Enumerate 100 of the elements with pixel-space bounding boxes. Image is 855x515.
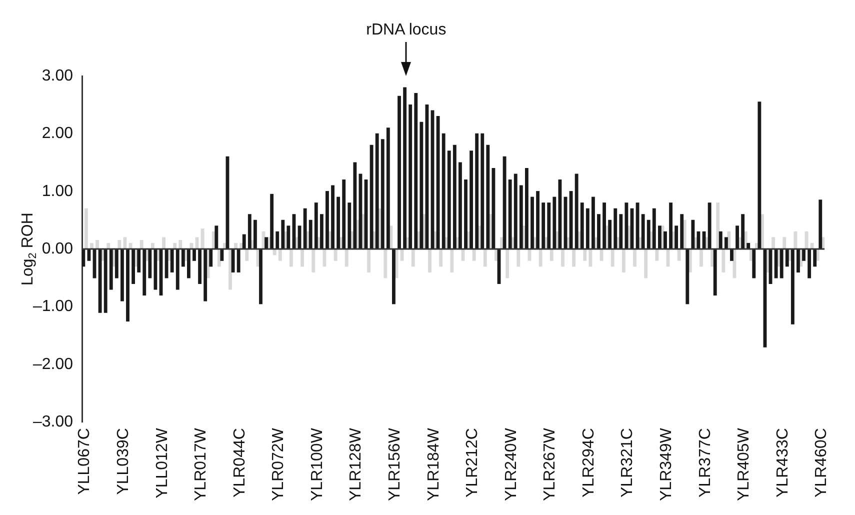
bar	[386, 128, 390, 250]
bar	[674, 226, 678, 250]
bar	[708, 202, 712, 250]
bar	[126, 248, 130, 322]
bar	[104, 248, 108, 313]
bar	[636, 202, 640, 250]
x-tick-label: YLR128W	[348, 427, 365, 501]
bar	[370, 144, 374, 250]
bar	[178, 240, 182, 250]
bar	[342, 179, 346, 250]
bar	[353, 162, 357, 250]
bar	[730, 248, 734, 261]
y-tick-label: –1.00	[32, 298, 74, 316]
bar	[772, 237, 776, 250]
bar	[724, 237, 728, 250]
bar	[458, 162, 462, 250]
x-tick-label: YLR433C	[774, 428, 792, 498]
bar	[530, 196, 534, 250]
x-tick-label: YLR100W	[308, 427, 326, 501]
bar	[137, 248, 141, 272]
bar	[483, 248, 487, 267]
bar	[813, 248, 817, 267]
bar	[802, 248, 806, 261]
x-tick-label: YLL039C	[115, 428, 132, 495]
bar	[411, 248, 415, 267]
bar	[436, 116, 440, 250]
bar	[794, 231, 798, 250]
bar	[677, 248, 681, 261]
bar	[808, 248, 812, 278]
bar	[602, 202, 606, 250]
bar	[502, 156, 506, 250]
bar	[619, 214, 623, 250]
bar	[162, 237, 166, 250]
bar	[741, 214, 745, 250]
bar	[536, 191, 540, 250]
bar	[200, 228, 204, 250]
bar	[472, 248, 476, 261]
bar	[176, 248, 180, 290]
bar	[154, 248, 158, 290]
bar	[408, 104, 412, 250]
bar	[506, 248, 510, 278]
bar	[380, 139, 384, 250]
bar	[300, 248, 304, 267]
x-tick-label: YLR294C	[580, 428, 598, 498]
bar	[804, 231, 808, 250]
bar	[392, 248, 396, 304]
x-tick-label: YLR044C	[231, 428, 248, 498]
bar	[736, 226, 739, 250]
bar	[452, 144, 456, 250]
bar	[414, 92, 418, 250]
bar	[722, 248, 726, 272]
bar	[514, 174, 518, 250]
bar	[164, 248, 168, 278]
bar	[259, 248, 262, 304]
bar	[652, 208, 656, 250]
bar	[186, 248, 190, 278]
bar	[132, 248, 136, 284]
bar	[384, 248, 388, 278]
bar	[314, 202, 318, 250]
bar	[253, 220, 257, 250]
bar	[242, 234, 246, 250]
bar	[691, 220, 695, 250]
bar	[403, 87, 407, 250]
bar	[658, 226, 662, 250]
bar	[398, 96, 401, 250]
bar	[525, 168, 528, 250]
x-tick-label: YLL067C	[76, 428, 94, 495]
text: rDNA locus	[366, 21, 446, 38]
bar	[713, 248, 717, 296]
bar	[181, 248, 185, 267]
bar	[308, 220, 312, 250]
x-tick-label: YLR017W	[192, 427, 210, 501]
bar	[572, 248, 576, 267]
bar	[322, 248, 326, 267]
bar	[248, 214, 252, 250]
y-tick-label: –3.00	[32, 413, 74, 430]
bar	[624, 202, 628, 250]
bar	[516, 248, 520, 267]
bar	[790, 248, 794, 324]
bar	[450, 248, 454, 272]
bar	[236, 248, 240, 272]
bar	[303, 208, 307, 250]
bar	[550, 248, 554, 261]
y-tick-label: 3.00	[42, 67, 74, 84]
x-tick-label: YLR184W	[425, 427, 442, 501]
bar	[622, 248, 626, 272]
bar	[597, 214, 600, 250]
x-tick-label: YLR072W	[270, 427, 288, 501]
bar	[96, 240, 99, 250]
bar	[120, 248, 124, 302]
bar	[480, 133, 484, 250]
bar	[558, 179, 562, 250]
bar	[610, 248, 614, 267]
bar	[367, 248, 371, 272]
bar	[644, 248, 648, 278]
bar	[700, 248, 703, 267]
bar	[348, 202, 352, 250]
bar	[428, 248, 432, 272]
y-tick-label: 1.00	[42, 182, 74, 200]
bar	[98, 248, 102, 313]
